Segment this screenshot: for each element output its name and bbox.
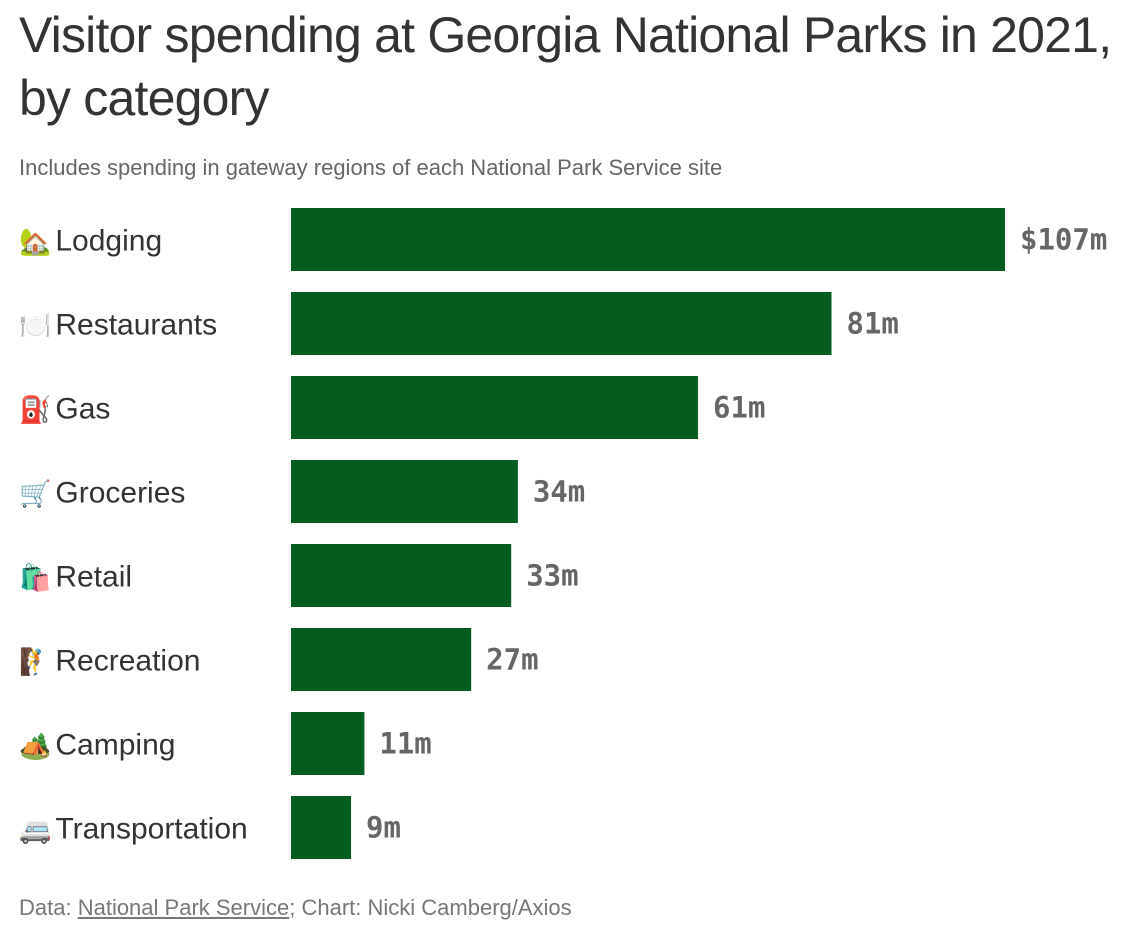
- value-label-lodging: $107m: [1020, 223, 1107, 257]
- category-icon-gas: ⛽: [19, 395, 51, 425]
- category-name-groceries: Groceries: [55, 477, 185, 510]
- bar-gas: [291, 376, 699, 439]
- footer-data-prefix: Data:: [19, 895, 78, 920]
- value-label-gas: 61m: [713, 391, 765, 425]
- category-icon-transportation: 🚐: [19, 815, 51, 845]
- bar-chart: 🏡 Lodging $107m 🍽️ Restaurants 81m ⛽ Gas 61m 🛒 Gro…: [19, 208, 1107, 859]
- category-label-recreation: 🧗 Recreation: [19, 645, 200, 678]
- chart-subtitle: Includes spending in gateway regions of …: [19, 155, 723, 180]
- bar-lodging: [291, 208, 1005, 271]
- chart-title: Visitor spending at Georgia National Par…: [19, 7, 1112, 126]
- value-label-retail: 33m: [526, 559, 578, 593]
- chart-footer: Data: National Park Service; Chart: Nick…: [19, 894, 572, 922]
- value-label-recreation: 27m: [486, 643, 538, 677]
- category-name-recreation: Recreation: [55, 645, 200, 678]
- value-label-camping: 11m: [379, 727, 431, 761]
- value-label-restaurants: 81m: [847, 307, 899, 341]
- bar-camping: [291, 712, 365, 775]
- source-link[interactable]: National Park Service: [77, 895, 290, 920]
- bar-recreation: [291, 628, 472, 691]
- category-name-camping: Camping: [55, 729, 175, 762]
- category-label-transportation: 🚐 Transportation: [19, 813, 248, 846]
- category-icon-lodging: 🏡: [19, 227, 51, 257]
- bar-retail: [291, 544, 512, 607]
- category-name-retail: Retail: [55, 561, 132, 594]
- category-label-restaurants: 🍽️ Restaurants: [19, 309, 217, 342]
- category-icon-camping: 🏕️: [19, 731, 51, 761]
- value-label-groceries: 34m: [533, 475, 585, 509]
- value-label-transportation: 9m: [366, 811, 401, 845]
- bar-groceries: [291, 460, 518, 523]
- category-name-gas: Gas: [55, 393, 110, 426]
- footer-credit: ; Chart: Nicki Camberg/Axios: [289, 895, 572, 920]
- category-label-lodging: 🏡 Lodging: [19, 225, 162, 258]
- bar-transportation: [291, 796, 352, 859]
- category-name-lodging: Lodging: [55, 225, 162, 258]
- category-name-transportation: Transportation: [55, 813, 247, 846]
- category-label-gas: ⛽ Gas: [19, 393, 110, 426]
- category-label-groceries: 🛒 Groceries: [19, 477, 185, 510]
- category-label-camping: 🏕️ Camping: [19, 729, 175, 762]
- category-name-restaurants: Restaurants: [55, 309, 217, 342]
- category-label-retail: 🛍️ Retail: [19, 561, 132, 594]
- category-icon-recreation: 🧗: [19, 647, 51, 677]
- bar-restaurants: [291, 292, 832, 355]
- category-icon-retail: 🛍️: [19, 563, 51, 593]
- category-icon-groceries: 🛒: [19, 479, 51, 509]
- category-icon-restaurants: 🍽️: [19, 311, 51, 341]
